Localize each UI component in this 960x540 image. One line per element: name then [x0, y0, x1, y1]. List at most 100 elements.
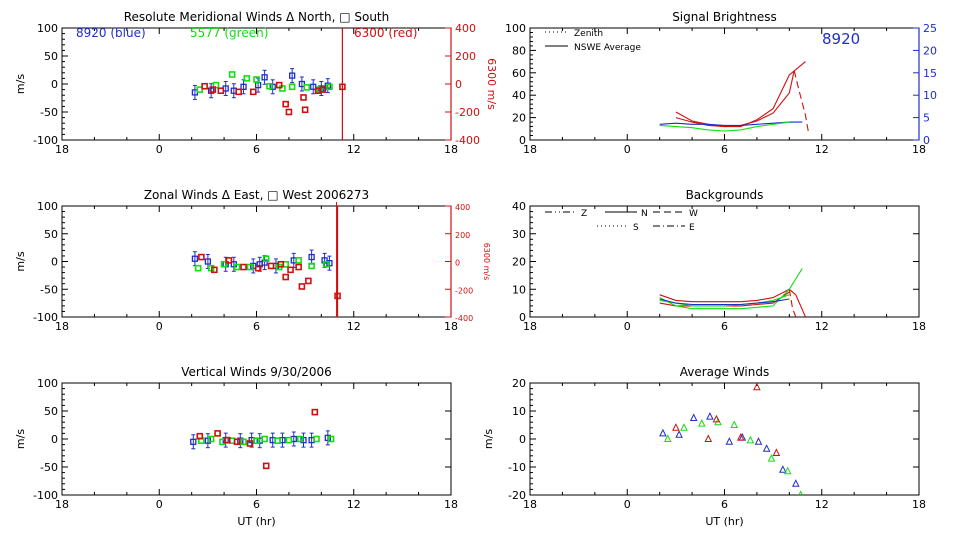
data-point-red — [305, 277, 312, 285]
series-group — [191, 68, 346, 116]
data-point-red — [287, 266, 294, 274]
y-tick-label: 0 — [519, 433, 526, 446]
right-y-tick-label: -400 — [455, 314, 473, 323]
y-tick-label: 10 — [512, 405, 526, 418]
y-tick-label: -100 — [33, 489, 58, 502]
x-tick-label: 18 — [523, 143, 537, 156]
data-point-blue — [207, 83, 215, 99]
data-point-blue — [762, 444, 771, 452]
data-point-green — [196, 86, 204, 93]
y-tick-label: 100 — [37, 200, 58, 213]
data-point-green — [285, 436, 293, 444]
data-point-red — [275, 81, 283, 89]
right-axis-label: 6300 m/s — [485, 58, 498, 110]
y-tick-label: 100 — [505, 22, 526, 35]
legend-label: E — [689, 223, 695, 233]
data-point-green — [261, 435, 268, 443]
data-point-red — [753, 383, 761, 391]
data-point-green — [322, 260, 330, 268]
y-tick-label: -10 — [508, 461, 526, 474]
legend-label: Z — [581, 209, 587, 219]
x-tick-label: 0 — [156, 498, 163, 511]
y-tick-label: 50 — [44, 405, 58, 418]
legend-label: W — [689, 209, 698, 219]
data-point-red — [224, 436, 231, 444]
legend-blue: 8920 (blue) — [76, 26, 146, 40]
x-tick-label: 12 — [347, 320, 361, 333]
x-tick-label: 6 — [721, 143, 728, 156]
y-tick-label: 50 — [44, 228, 58, 241]
data-point-green — [246, 263, 254, 271]
series-line-red — [793, 70, 810, 135]
chart-title: Backgrounds — [686, 188, 764, 202]
y-tick-label: 0 — [519, 134, 526, 147]
data-point-red — [217, 87, 225, 95]
data-point-red — [712, 414, 721, 423]
data-point-blue — [689, 413, 698, 421]
x-tick-label: 18 — [55, 143, 69, 156]
y-tick-label: 20 — [512, 112, 526, 125]
right-y-tick-label: 200 — [455, 231, 470, 240]
data-point-red — [772, 448, 781, 456]
data-point-red — [209, 86, 217, 93]
x-tick-label: 18 — [523, 320, 537, 333]
data-point-red — [311, 408, 319, 416]
data-point-blue — [190, 434, 197, 450]
series-group — [190, 408, 335, 470]
x-tick-label: 12 — [815, 498, 829, 511]
right-y-tick-label: 10 — [923, 89, 937, 102]
x-tick-label: 18 — [912, 498, 926, 511]
y-tick-label: 50 — [44, 50, 58, 63]
data-point-blue — [675, 430, 683, 438]
x-tick-label: 18 — [55, 498, 69, 511]
series-group — [659, 268, 807, 317]
data-point-red — [198, 253, 205, 261]
data-point-green — [783, 466, 792, 475]
data-point-red — [262, 462, 270, 470]
x-axis-label: UT (hr) — [705, 515, 743, 528]
x-tick-label: 12 — [347, 498, 361, 511]
right-y-tick-label: 0 — [455, 259, 460, 268]
x-tick-label: 18 — [912, 320, 926, 333]
data-point-green — [295, 257, 302, 264]
data-point-green — [253, 76, 260, 83]
data-point-green — [798, 490, 803, 495]
y-tick-label: -100 — [33, 311, 58, 324]
plot-frame — [61, 27, 452, 141]
legend-red: 6300 (red) — [354, 26, 417, 40]
y-tick-label: -50 — [40, 283, 58, 296]
chart-title: Signal Brightness — [672, 10, 777, 24]
x-tick-label: 18 — [444, 143, 458, 156]
data-point-red — [225, 257, 233, 264]
series-group — [659, 383, 803, 495]
data-point-green — [220, 260, 228, 268]
data-point-green — [303, 84, 311, 91]
right-y-tick-label: 20 — [923, 44, 937, 57]
y-tick-label: -20 — [508, 489, 526, 502]
data-point-red — [319, 86, 327, 93]
data-point-blue — [310, 79, 317, 95]
data-point-blue — [191, 251, 199, 267]
legend-label: S — [633, 223, 639, 233]
data-point-red — [298, 283, 306, 290]
y-tick-label: 80 — [512, 44, 526, 57]
series-line-red — [659, 288, 807, 317]
y-tick-label: -50 — [40, 106, 58, 119]
data-point-red — [240, 263, 247, 271]
data-point-red — [295, 263, 302, 271]
x-tick-label: 12 — [815, 320, 829, 333]
series-line-green — [659, 121, 790, 132]
x-tick-label: 6 — [253, 143, 260, 156]
series-line-red — [675, 70, 795, 128]
data-point-red — [736, 432, 745, 441]
data-point-red — [235, 88, 242, 96]
x-tick-label: 0 — [624, 320, 631, 333]
series-group — [659, 61, 810, 135]
data-point-green — [243, 75, 251, 82]
series-line-green — [659, 268, 803, 310]
x-tick-label: 6 — [253, 320, 260, 333]
y-tick-label: 40 — [512, 200, 526, 213]
x-tick-label: 18 — [444, 498, 458, 511]
